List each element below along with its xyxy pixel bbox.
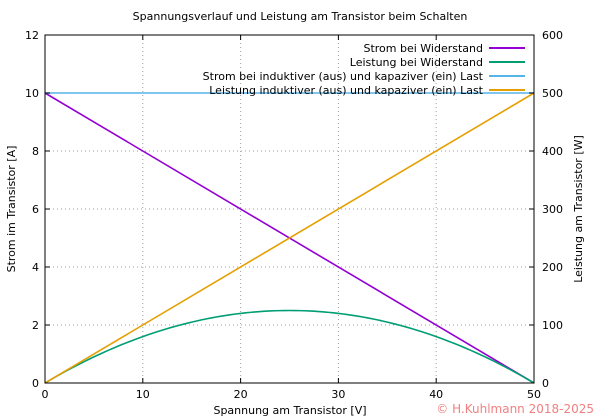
y2-axis-label: Leistung am Transistor [W] — [572, 135, 585, 283]
x-tick-label: 10 — [136, 388, 150, 401]
x-tick-label: 50 — [527, 388, 541, 401]
x-tick-label: 20 — [234, 388, 248, 401]
series-line-4 — [44, 92, 535, 384]
x-tick-label: 40 — [429, 388, 443, 401]
copyright-credit: © H.Kuhlmann 2018-2025 — [436, 402, 594, 416]
y-tick-label: 6 — [32, 203, 39, 216]
y-tick-label: 8 — [32, 145, 39, 158]
y2-tick-label: 100 — [542, 319, 563, 332]
legend-label: Strom bei Widerstand — [363, 42, 483, 55]
y2-tick-label: 500 — [542, 87, 563, 100]
y2-tick-label: 600 — [542, 29, 563, 42]
legend-label: Leistung induktiver (aus) und kapaziver … — [209, 84, 483, 97]
y2-tick-label: 200 — [542, 261, 563, 274]
y2-tick-label: 400 — [542, 145, 563, 158]
x-tick-label: 0 — [42, 388, 49, 401]
series-line-2 — [44, 309, 535, 384]
y-axis-label: Strom im Transistor [A] — [5, 146, 18, 273]
legend-label: Strom bei induktiver (aus) und kapaziver… — [203, 70, 484, 83]
y-tick-label: 2 — [32, 319, 39, 332]
chart-title: Spannungsverlauf und Leistung am Transis… — [133, 10, 468, 23]
y2-tick-label: 0 — [542, 377, 549, 390]
x-axis-label: Spannung am Transistor [V] — [213, 404, 366, 417]
legend-label: Leistung bei Widerstand — [350, 56, 483, 69]
y-tick-label: 10 — [25, 87, 39, 100]
y-tick-label: 4 — [32, 261, 39, 274]
x-tick-label: 30 — [331, 388, 345, 401]
y-tick-label: 0 — [32, 377, 39, 390]
y-tick-label: 12 — [25, 29, 39, 42]
plot-lines — [44, 92, 535, 384]
y2-tick-label: 300 — [542, 203, 563, 216]
